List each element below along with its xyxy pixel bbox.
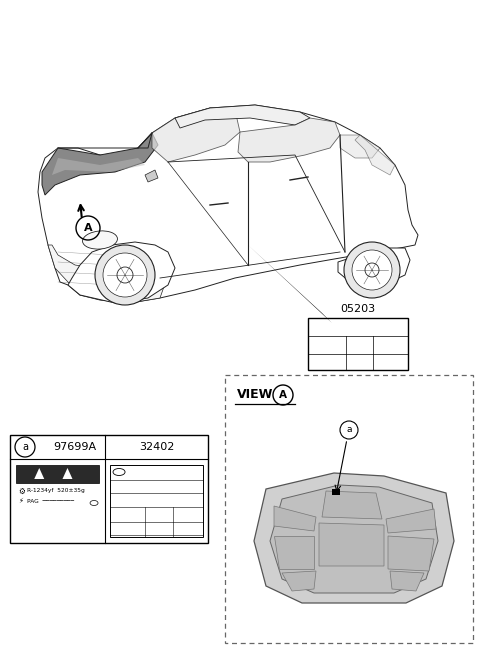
Polygon shape [388,536,434,571]
Text: ⚡: ⚡ [18,498,23,504]
FancyBboxPatch shape [16,465,99,483]
Polygon shape [270,485,438,593]
FancyBboxPatch shape [110,465,203,537]
Polygon shape [52,158,145,175]
Polygon shape [274,536,314,569]
Polygon shape [42,133,158,195]
Text: 05203: 05203 [340,304,375,314]
Polygon shape [386,509,436,533]
Polygon shape [390,571,424,591]
Polygon shape [254,473,454,603]
Circle shape [95,245,155,305]
Polygon shape [62,468,72,479]
Polygon shape [175,105,310,128]
Ellipse shape [83,231,118,249]
Text: A: A [279,390,287,400]
Polygon shape [274,506,316,531]
Polygon shape [238,118,340,162]
FancyBboxPatch shape [308,318,408,370]
Polygon shape [152,108,240,162]
Polygon shape [248,245,332,323]
FancyBboxPatch shape [10,435,208,543]
Polygon shape [340,135,380,158]
Text: A: A [84,223,92,233]
Polygon shape [338,248,410,285]
Polygon shape [319,523,384,566]
Text: 97699A: 97699A [53,442,96,452]
Polygon shape [34,468,44,479]
FancyBboxPatch shape [332,489,340,495]
Text: R-1234yf  520±35g: R-1234yf 520±35g [27,488,85,493]
Circle shape [344,242,400,298]
Polygon shape [38,105,418,303]
Text: ⚙: ⚙ [18,487,25,496]
Text: a: a [346,426,352,434]
Text: a: a [22,442,28,452]
Polygon shape [68,242,175,303]
Polygon shape [282,571,316,591]
Circle shape [352,250,392,290]
Text: 32402: 32402 [139,442,174,452]
Polygon shape [322,491,382,519]
Polygon shape [48,245,168,303]
Circle shape [103,253,147,297]
Text: PAG  ─────────: PAG ───────── [27,499,74,504]
Polygon shape [145,170,158,182]
Polygon shape [355,135,395,175]
Text: VIEW: VIEW [237,388,274,401]
